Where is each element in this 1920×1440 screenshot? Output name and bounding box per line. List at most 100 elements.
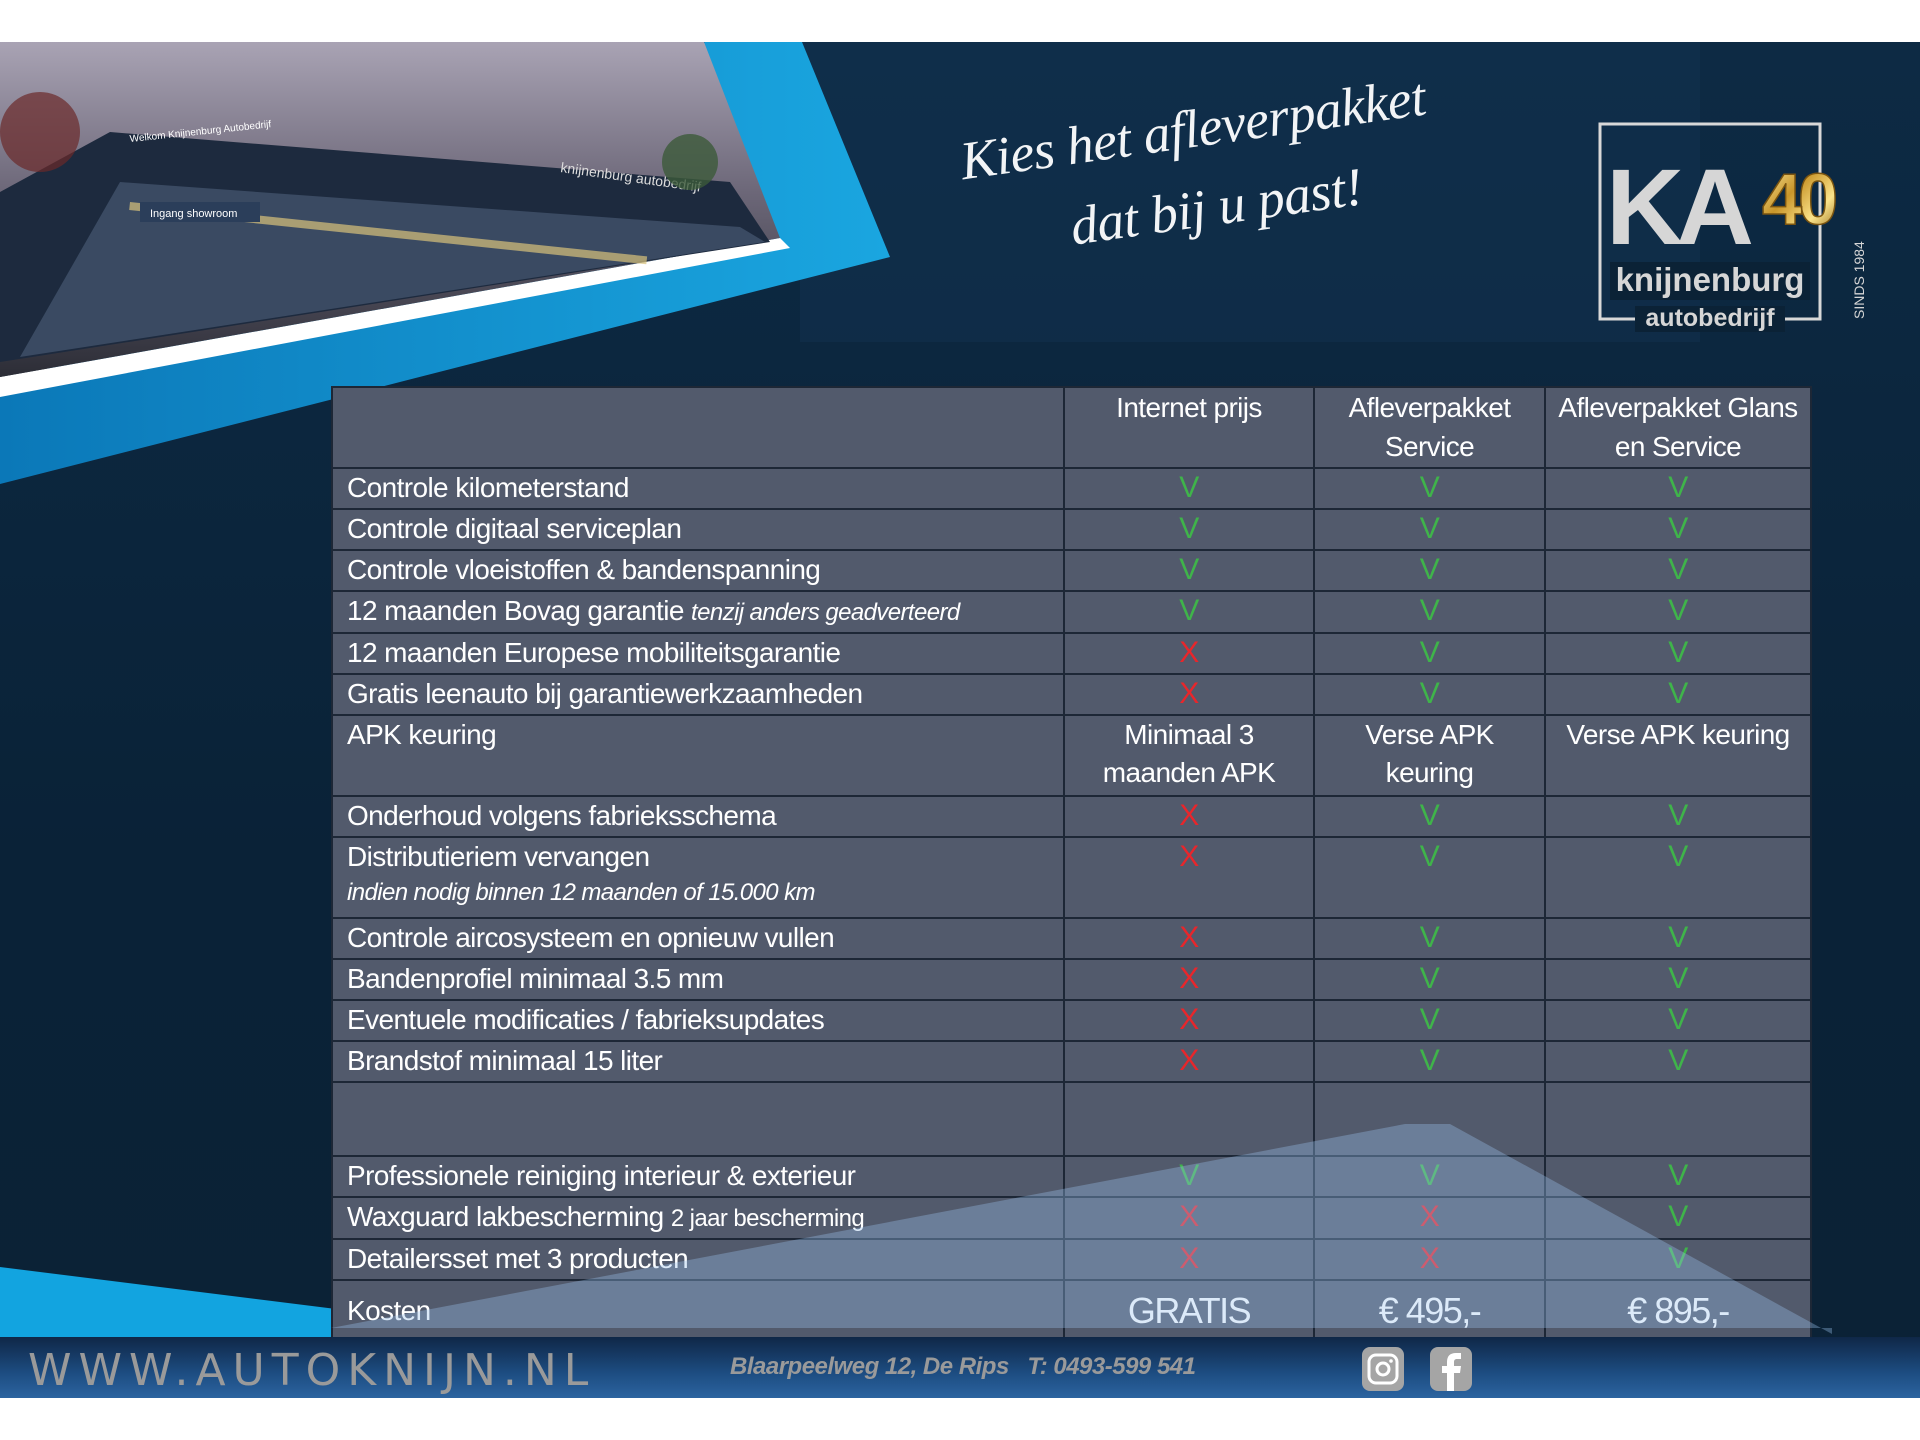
check-mark-icon: V — [1668, 799, 1688, 832]
logo-sub: autobedrijf — [1645, 304, 1775, 332]
value-cell — [1544, 1081, 1812, 1157]
value-cell: V — [1544, 632, 1812, 675]
package-comparison-table: Internet prijs Afleverpakket Service Afl… — [331, 386, 1812, 1343]
row-label: APK keuring — [347, 719, 497, 750]
table-row: 12 maanden Bovag garantie tenzij anders … — [331, 590, 1812, 634]
table-header-row: Internet prijs Afleverpakket Service Afl… — [331, 386, 1812, 469]
value-cell: V — [1063, 590, 1315, 634]
check-mark-icon: V — [1179, 471, 1199, 504]
table-row: Professionele reiniging interieur & exte… — [331, 1155, 1812, 1198]
row-label-cell: Controle aircosysteem en opnieuw vullen — [331, 917, 1065, 960]
check-mark-icon: V — [1419, 553, 1440, 586]
table-row: Distributieriem vervangen indien nodig b… — [331, 836, 1812, 919]
facebook-icon[interactable] — [1430, 1347, 1472, 1391]
row-label: Kosten — [347, 1295, 431, 1326]
row-label: Gratis leenauto bij garantiewerkzaamhede… — [347, 678, 863, 709]
value-cell: V — [1544, 1238, 1812, 1281]
check-mark-icon: V — [1419, 636, 1440, 669]
check-mark-icon: V — [1419, 840, 1440, 873]
row-label-cell: Brandstof minimaal 15 liter — [331, 1040, 1065, 1083]
table-row: Controle kilometerstand V V V — [331, 467, 1812, 510]
cross-mark-icon: X — [1179, 1242, 1199, 1275]
check-mark-icon: V — [1668, 921, 1688, 954]
check-mark-icon: V — [1179, 594, 1199, 627]
value-cell: V — [1544, 1040, 1812, 1083]
column-header-internet-prijs: Internet prijs — [1063, 386, 1315, 469]
value-cell: V — [1544, 467, 1812, 510]
row-label: Waxguard lakbescherming — [347, 1201, 664, 1232]
table-row: Kosten GRATIS € 495,- € 895,- — [331, 1279, 1812, 1343]
row-label: Controle kilometerstand — [347, 472, 630, 503]
row-label: 12 maanden Europese mobiliteitsgarantie — [347, 637, 841, 668]
check-mark-icon: V — [1179, 553, 1199, 586]
value-cell: V — [1313, 958, 1546, 1001]
row-label-cell: 12 maanden Europese mobiliteitsgarantie — [331, 632, 1065, 675]
column-header-afleverpakket-service: Afleverpakket Service — [1313, 386, 1546, 469]
table-row: Onderhoud volgens fabrieksschema X V V — [331, 795, 1812, 838]
value-cell: V — [1544, 673, 1812, 716]
value-cell: X — [1063, 673, 1315, 716]
value-cell: V — [1063, 1155, 1315, 1198]
cross-mark-icon: X — [1179, 962, 1199, 995]
value-cell: X — [1063, 795, 1315, 838]
value-cell: € 895,- — [1544, 1279, 1812, 1343]
value-cell: Minimaal 3 maanden APK — [1063, 714, 1315, 797]
row-label-cell: Controle vloeistoffen & bandenspanning — [331, 549, 1065, 592]
value-cell: X — [1063, 1196, 1315, 1240]
value-cell — [1313, 1081, 1546, 1157]
table-row: Controle vloeistoffen & bandenspanning V V… — [331, 549, 1812, 592]
value-cell: V — [1313, 549, 1546, 592]
row-label: Onderhoud volgens fabrieksschema — [347, 800, 777, 831]
flyer: Ingang showroom Welkom Knijnenburg Autob… — [0, 42, 1920, 1398]
column-header-glans-en-service: Afleverpakket Glans en Service — [1544, 386, 1812, 469]
check-mark-icon: V — [1419, 1003, 1440, 1036]
footer-bar: WWW.AUTOKNIJN.NL Blaarpeelweg 12, De Rip… — [0, 1337, 1920, 1398]
row-label-cell: Bandenprofiel minimaal 3.5 mm — [331, 958, 1065, 1001]
table-row: 12 maanden Europese mobiliteitsgarantie X… — [331, 632, 1812, 675]
row-label-cell: 12 maanden Bovag garantie tenzij anders … — [331, 590, 1065, 634]
value-cell: V — [1544, 836, 1812, 919]
phone[interactable]: T: 0493-599 541 — [1027, 1353, 1196, 1380]
value-cell: V — [1313, 917, 1546, 960]
cross-mark-icon: X — [1179, 1200, 1199, 1233]
value-cell: V — [1313, 836, 1546, 919]
value-cell: X — [1063, 999, 1315, 1042]
table-row: Waxguard lakbescherming 2 jaar beschermi… — [331, 1196, 1812, 1240]
value-cell: X — [1063, 1040, 1315, 1083]
value-cell: X — [1313, 1238, 1546, 1281]
table-row: Detailersset met 3 producten X X V — [331, 1238, 1812, 1281]
row-label: Detailersset met 3 producten — [347, 1243, 689, 1274]
check-mark-icon: V — [1419, 677, 1440, 710]
car-backdrop — [800, 42, 1700, 342]
website-link[interactable]: WWW.AUTOKNIJN.NL — [28, 1345, 596, 1396]
table-row: Eventuele modificaties / fabrieksupdates… — [331, 999, 1812, 1042]
address: Blaarpeelweg 12, De Rips — [730, 1353, 1009, 1380]
check-mark-icon: V — [1419, 471, 1440, 504]
logo-anniversary: 40 — [1762, 160, 1836, 240]
value-cell: V — [1544, 999, 1812, 1042]
table-row: APK keuring Minimaal 3 maanden APK Verse A… — [331, 714, 1812, 797]
cross-mark-icon: X — [1179, 1003, 1199, 1036]
value-cell: V — [1063, 508, 1315, 551]
row-label-cell: Professionele reiniging interieur & exte… — [331, 1155, 1065, 1198]
value-cell: V — [1313, 1040, 1546, 1083]
photo-sign: Ingang showroom — [150, 208, 237, 220]
value-cell: € 495,- — [1313, 1279, 1546, 1343]
cross-mark-icon: X — [1419, 1200, 1440, 1233]
row-note: tenzij anders geadverteerd — [691, 599, 960, 626]
value-cell: GRATIS — [1063, 1279, 1315, 1343]
value-cell: X — [1063, 632, 1315, 675]
check-mark-icon: V — [1179, 1159, 1199, 1192]
row-note: indien nodig binnen 12 maanden of 15.000… — [347, 879, 816, 906]
check-mark-icon: V — [1668, 1003, 1688, 1036]
table-row: Controle aircosysteem en opnieuw vullen X… — [331, 917, 1812, 960]
check-mark-icon: V — [1419, 962, 1440, 995]
value-cell: V — [1313, 467, 1546, 510]
value-cell: V — [1544, 795, 1812, 838]
value-cell: V — [1313, 795, 1546, 838]
cell-text: Verse APK keuring — [1365, 719, 1494, 788]
value-cell: X — [1063, 1238, 1315, 1281]
instagram-icon[interactable] — [1362, 1347, 1404, 1391]
row-note: 2 jaar bescherming — [670, 1205, 865, 1232]
check-mark-icon: V — [1179, 512, 1199, 545]
